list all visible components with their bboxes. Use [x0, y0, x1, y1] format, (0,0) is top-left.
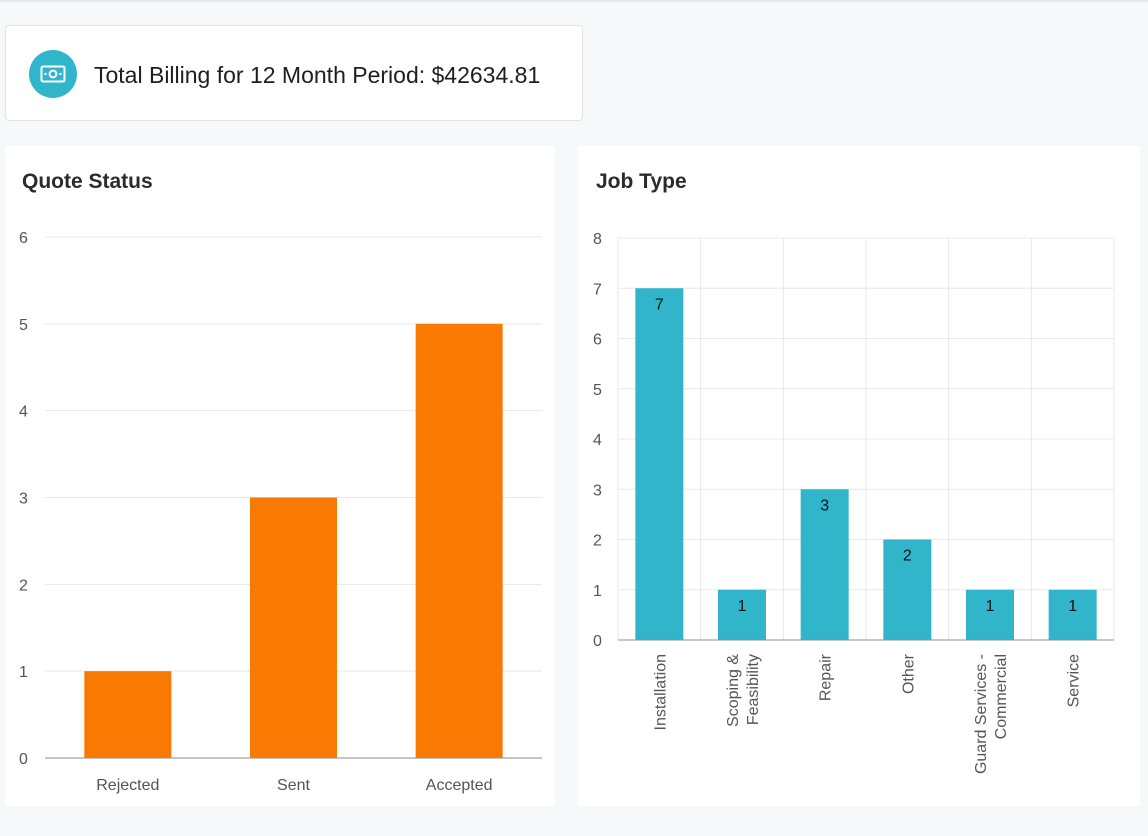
x-tick-label-line: Service [1066, 654, 1083, 707]
total-billing-text: Total Billing for 12 Month Period: $4263… [94, 62, 541, 88]
x-tick-label: Other [900, 653, 917, 694]
bar-installation [635, 288, 684, 640]
job-type-panel: Job Type 0 1 2 3 4 5 6 7 8 7 Installation 1 Scoping … [578, 146, 1140, 806]
x-tick-label: Rejected [96, 777, 159, 794]
bar-service [1048, 589, 1097, 640]
y-tick-label: 4 [593, 432, 602, 449]
data-label: 1 [986, 598, 995, 615]
y-tick-label: 3 [593, 482, 602, 499]
x-tick-label-line: Other [900, 653, 917, 694]
y-tick-label: 8 [593, 231, 602, 248]
y-tick-label: 2 [19, 577, 28, 594]
bar-guard-services-commercial [966, 589, 1014, 640]
y-tick-label: 5 [593, 382, 602, 399]
job-type-title: Job Type [596, 170, 687, 193]
x-tick-label: Installation [652, 654, 669, 731]
page-footer-space [0, 806, 1148, 836]
bar-repair [800, 489, 849, 640]
x-tick-label-line: Feasibility [745, 654, 762, 725]
x-tick-label: Sent [277, 777, 310, 794]
x-tick-label-line: Scoping & [725, 654, 742, 727]
quote-status-panel: Quote Status 0 1 2 3 4 5 6 Rejected Sent Accepted [5, 146, 555, 806]
y-tick-label: 6 [593, 332, 602, 349]
quote-status-chart: 0 1 2 3 4 5 6 Rejected Sent Accepted [19, 230, 542, 794]
x-tick-label: Guard Services - Commercial [973, 654, 1010, 774]
data-label: 7 [655, 296, 664, 313]
money-icon [29, 50, 77, 98]
y-tick-label: 2 [593, 533, 602, 550]
bar-rejected [84, 671, 172, 758]
x-tick-label: Accepted [426, 777, 493, 794]
y-tick-label: 0 [19, 751, 28, 768]
y-tick-label: 7 [593, 281, 602, 298]
data-label: 1 [738, 598, 747, 615]
data-label: 1 [1068, 598, 1077, 615]
x-tick-label: Repair [818, 653, 835, 701]
x-tick-label-line: Commercial [993, 654, 1010, 739]
x-tick-label: Service [1066, 654, 1083, 707]
y-tick-label: 3 [19, 491, 28, 508]
y-tick-label: 0 [593, 633, 602, 650]
total-billing-card: Total Billing for 12 Month Period: $4263… [5, 25, 583, 121]
y-tick-label: 1 [19, 664, 28, 681]
data-label: 3 [820, 497, 829, 514]
x-tick-label-line: Installation [652, 654, 669, 731]
bar-other [883, 539, 932, 640]
y-tick-label: 6 [19, 230, 28, 247]
x-tick-label: Scoping & Feasibility [725, 654, 762, 727]
y-tick-label: 4 [19, 404, 28, 421]
quote-status-title: Quote Status [22, 170, 153, 193]
data-label: 2 [903, 548, 912, 565]
y-tick-label: 1 [593, 583, 602, 600]
bar-sent [250, 497, 337, 758]
top-divider [0, 0, 1148, 2]
bar-accepted [415, 323, 503, 758]
y-tick-label: 5 [19, 317, 28, 334]
bar-scoping-feasibility [718, 589, 766, 640]
x-tick-label-line: Guard Services - [973, 654, 990, 774]
job-type-chart: 0 1 2 3 4 5 6 7 8 7 Installation 1 Scoping & Feasibil… [593, 231, 1115, 774]
x-tick-label-line: Repair [818, 653, 835, 701]
